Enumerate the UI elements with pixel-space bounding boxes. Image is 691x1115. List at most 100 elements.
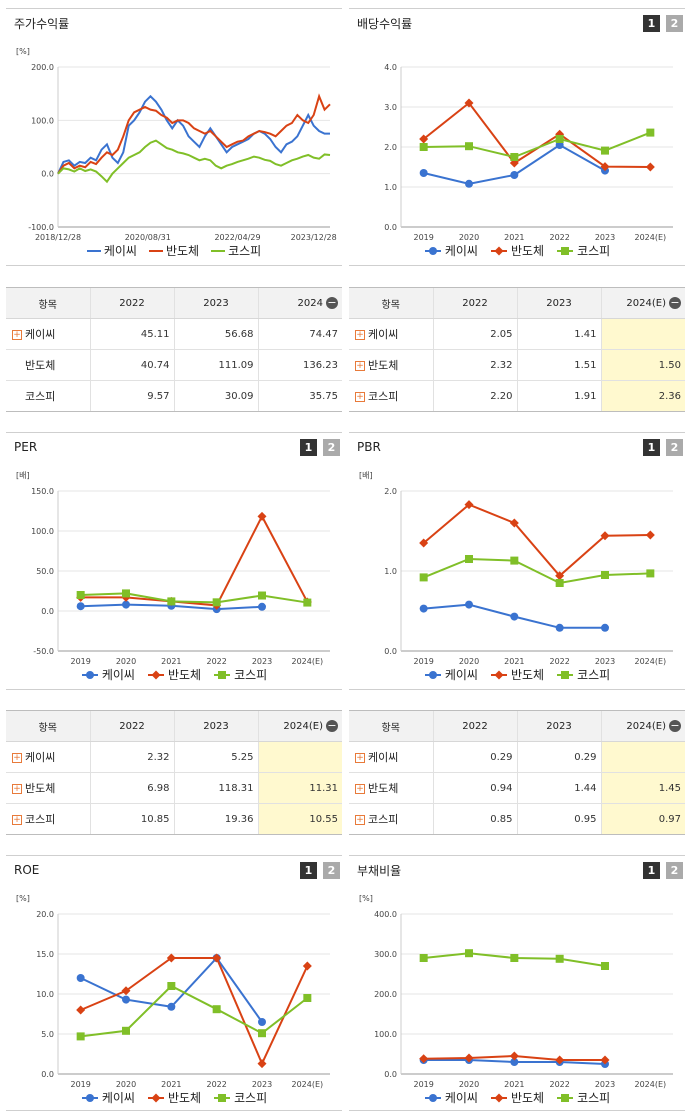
tab-2[interactable]: 2 <box>666 438 683 456</box>
x-tick-label: 2022 <box>549 233 569 242</box>
data-point <box>419 538 429 548</box>
data-point <box>601 962 609 970</box>
data-point <box>601 571 609 579</box>
data-point <box>212 598 221 607</box>
expand-plus-icon[interactable]: + <box>12 753 22 763</box>
table-cell <box>257 741 342 773</box>
expand-plus-icon[interactable]: + <box>355 784 365 794</box>
panel-title: PBR <box>357 440 381 454</box>
expand-plus-icon[interactable]: + <box>355 815 365 825</box>
header-text: 2023 <box>203 297 229 309</box>
expand-plus-icon[interactable]: + <box>12 330 22 340</box>
x-tick-label: 2019 <box>413 657 433 666</box>
data-point <box>510 612 519 621</box>
expand-plus-icon[interactable]: + <box>355 753 365 763</box>
tab-1[interactable]: 1 <box>300 861 317 879</box>
y-tick-label: 4.0 <box>384 63 397 72</box>
tab-1[interactable]: 1 <box>643 438 660 456</box>
dividend-yield-chart: 4.0 3.0 2.0 1.0 0.0 2019 2020 2021 2022 2023 2024(… <box>384 63 673 242</box>
row-label: + 반도체 <box>6 772 90 804</box>
diamond-marker-icon <box>490 670 507 679</box>
table-row: 코스피 9.57 30.09 35.75 <box>6 380 342 412</box>
column-header-3: 2024(E) − <box>600 710 685 742</box>
debt-ratio-chart: [%]400.0 300.0 200.0 100.0 0.0 2019 2020 2021 20… <box>359 894 673 1089</box>
y-tick-label: 100.0 <box>31 116 54 125</box>
series-line <box>80 984 308 1038</box>
panel-header: PER 1 2 <box>6 433 342 461</box>
tab-2[interactable]: 2 <box>323 861 340 879</box>
data-point <box>212 1005 221 1014</box>
data-point <box>167 1002 176 1011</box>
data-point <box>166 953 176 963</box>
data-point <box>510 954 519 962</box>
legend-marker <box>85 670 94 679</box>
x-tick-label: 2021 <box>161 1080 181 1089</box>
row-label: + 코스피 <box>349 380 433 412</box>
header-text: 항목 <box>381 722 400 734</box>
table-cell: 118.31 <box>173 772 258 804</box>
table-cell: 6.98 <box>89 772 174 804</box>
x-tick-label: 2019 <box>70 657 90 666</box>
data-point <box>510 153 519 161</box>
tab-2[interactable]: 2 <box>666 14 683 32</box>
table-row: + 케이씨 45.11 56.68 74.47 <box>6 318 342 350</box>
x-tick-label: 2024(E) <box>292 1080 324 1089</box>
expand-plus-icon[interactable]: + <box>12 815 22 825</box>
row-label-text: 반도체 <box>25 782 56 795</box>
collapse-minus-icon[interactable]: − <box>669 719 681 732</box>
legend-item-kospi: 코스피 <box>211 242 261 259</box>
table-cell: 11.31 <box>257 772 342 804</box>
tab-2[interactable]: 2 <box>323 438 340 456</box>
table-row: + 코스피 10.85 19.36 10.55 <box>6 803 342 835</box>
expand-plus-icon[interactable]: + <box>355 361 365 371</box>
collapse-minus-icon[interactable]: − <box>669 296 681 309</box>
collapse-minus-icon[interactable]: − <box>326 719 338 732</box>
legend-item-semi: 반도체 <box>147 666 201 683</box>
x-tick-label: 2021 <box>161 657 181 666</box>
expand-plus-icon[interactable]: + <box>355 330 365 340</box>
tab-1[interactable]: 1 <box>643 14 660 32</box>
data-point <box>212 953 222 963</box>
data-point <box>167 982 176 990</box>
y-tick-label: 300.0 <box>374 950 397 959</box>
y-tick-label: 5.0 <box>41 1030 54 1039</box>
legend-marker <box>561 246 570 255</box>
data-point <box>419 134 429 144</box>
legend-item-kcc: 케이씨 <box>81 666 135 683</box>
tab-1[interactable]: 1 <box>643 861 660 879</box>
expand-plus-icon[interactable]: + <box>355 392 365 402</box>
row-label: + 케이씨 <box>6 318 90 350</box>
legend-item-kospi: 코스피 <box>556 242 610 259</box>
tab-1[interactable]: 1 <box>300 438 317 456</box>
dividend-table-panel: 항목 2022 2023 2024(E) − + 케이씨 2.05 1.41 + 반도체 2.32 1.… <box>349 287 685 412</box>
table-cell: 35.75 <box>257 380 342 412</box>
table-cell: 0.95 <box>516 803 601 835</box>
legend-item-semi: 반도체 <box>148 242 199 259</box>
table-cell: 2.36 <box>600 380 685 412</box>
legend-line-icon <box>148 249 163 252</box>
data-point <box>555 571 565 581</box>
y-unit-label: [배] <box>16 471 30 480</box>
x-tick-label: 2023 <box>252 1080 272 1089</box>
header-text: 2022 <box>462 297 488 309</box>
legend-item-kcc: 케이씨 <box>424 666 478 683</box>
data-point <box>258 591 266 600</box>
data-point <box>555 579 564 587</box>
expand-plus-icon[interactable]: + <box>12 784 22 794</box>
data-point <box>76 974 85 982</box>
collapse-minus-icon[interactable]: − <box>326 296 338 309</box>
y-tick-label: 2.0 <box>384 487 397 496</box>
header-text: 2023 <box>203 720 229 732</box>
series-line <box>423 557 651 585</box>
chart-tabs: 1 2 <box>643 861 683 879</box>
tab-2[interactable]: 2 <box>666 861 683 879</box>
diamond-marker-icon <box>490 1093 507 1102</box>
square-marker-icon <box>557 246 574 255</box>
data-point <box>76 591 85 599</box>
row-label-text: 코스피 <box>368 390 399 403</box>
circle-marker-icon <box>81 670 98 679</box>
header-text: 2024(E) <box>626 721 666 732</box>
x-tick-label: 2020 <box>459 657 479 666</box>
row-label-text: 케이씨 <box>368 328 399 341</box>
chart-tabs: 1 2 <box>300 861 340 879</box>
